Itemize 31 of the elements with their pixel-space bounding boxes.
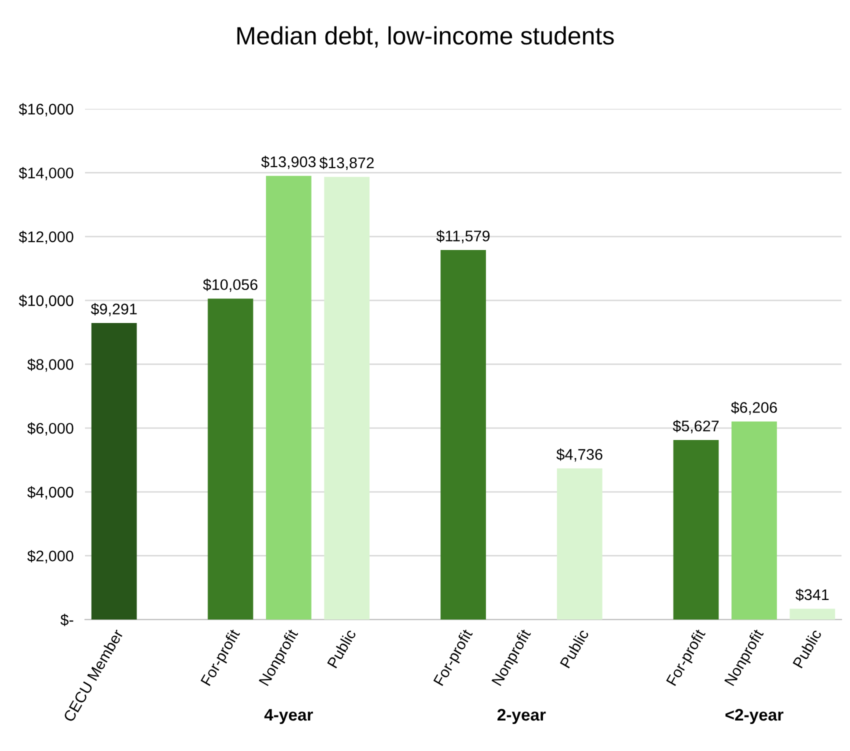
data-label: $6,206 <box>731 401 777 415</box>
bar <box>732 421 777 620</box>
bar <box>208 298 254 620</box>
y-tick-label: $14,000 <box>18 166 74 180</box>
data-label: $5,627 <box>672 420 719 434</box>
y-tick-label: $12,000 <box>18 230 74 244</box>
data-label: $13,903 <box>261 156 316 170</box>
bar <box>324 176 370 620</box>
y-tick-label: $16,000 <box>18 103 74 116</box>
data-label: $341 <box>796 588 829 602</box>
bar <box>91 323 137 620</box>
data-label: $10,056 <box>203 278 258 292</box>
data-label: $13,872 <box>319 156 374 170</box>
bar <box>790 608 836 620</box>
text: 4-year <box>264 709 313 724</box>
y-tick-label: $2,000 <box>27 550 74 564</box>
y-tick-label: $- <box>60 614 74 626</box>
data-label: $4,736 <box>556 448 602 462</box>
y-tick-label: $8,000 <box>27 358 74 372</box>
text: <2-year <box>725 708 784 724</box>
y-tick-label: $4,000 <box>27 486 74 500</box>
data-label: $9,291 <box>90 302 137 316</box>
y-tick-label: $10,000 <box>18 294 74 308</box>
bar <box>266 176 312 620</box>
bar <box>556 468 602 620</box>
bar <box>440 250 486 620</box>
bar <box>673 440 719 620</box>
y-tick-label: $6,000 <box>27 422 74 436</box>
text: 2-year <box>497 708 546 724</box>
chart-title: Median debt, low-income students <box>237 26 614 48</box>
data-label: $11,579 <box>436 230 490 244</box>
